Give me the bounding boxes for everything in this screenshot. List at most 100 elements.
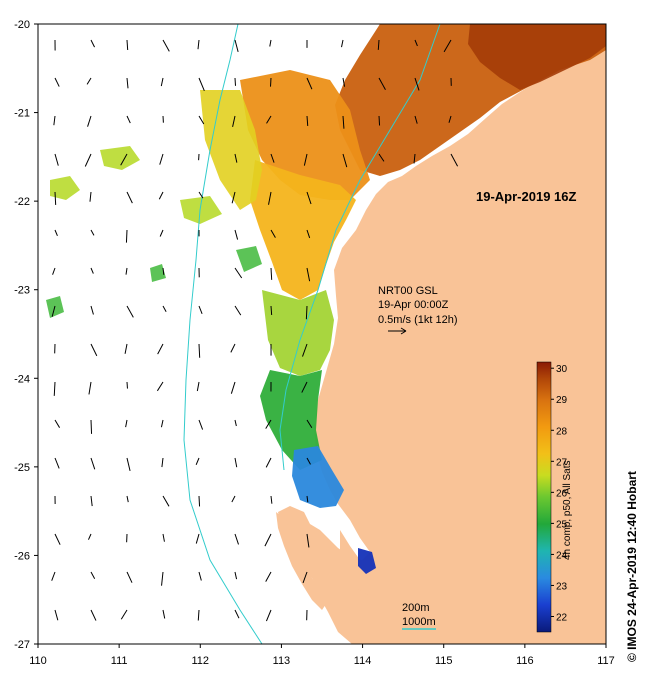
sst-blue [292,446,344,508]
current-vector [126,39,129,51]
current-vector [342,115,345,129]
current-vector [270,495,273,504]
current-vector [270,267,273,280]
current-vector [126,457,131,472]
current-vector [120,609,128,620]
lon-tick-label: 117 [597,655,615,667]
lon-tick-label: 114 [354,655,372,667]
current-vector [265,571,272,582]
current-vector [197,609,200,621]
current-vector [341,39,344,48]
current-vector [269,39,272,47]
colorbar-ticks: 30 29 28 27 26 25 24 23 22 [551,364,568,623]
current-vector [270,153,275,163]
current-vector [90,609,97,621]
current-vector [54,419,61,428]
current-vector [378,115,381,126]
current-vector [234,267,243,279]
current-time-label: 19-Apr 00:00Z [378,299,449,311]
current-vector [125,229,128,243]
current-vector [195,457,200,466]
current-vector [234,305,242,316]
current-vector [414,39,418,47]
current-vector [301,381,308,393]
current-vector [265,609,272,622]
current-vector [120,153,128,166]
colorbar-tick-label: 25 [556,519,568,530]
current-vector [125,267,128,275]
current-vector [413,153,416,164]
current-vector [198,343,201,358]
lat-tick-label: -27 [14,639,30,651]
current-vector [162,495,170,507]
lon-tick-label: 110 [29,655,47,667]
current-vector [157,343,164,355]
current-vector [162,533,165,542]
current-vector [126,191,133,204]
current-vector [51,305,56,317]
current-vector [195,533,200,544]
current-vector [305,305,308,320]
current-vector [231,191,236,204]
current-vector [159,229,164,237]
current-vector [162,305,167,312]
current-vector [125,419,128,428]
colorbar-tick-label: 28 [556,426,568,437]
current-vector [54,191,57,205]
lat-tick-label: -22 [14,196,30,208]
current-vector [306,115,309,126]
current-vector [234,229,239,240]
current-vector [265,457,272,468]
current-vector [87,115,92,127]
sst-lime [262,290,334,376]
colorbar-tick-label: 24 [556,550,568,561]
current-vector [230,381,236,394]
current-vector [443,39,452,53]
current-vector [87,533,92,540]
current-vector [234,153,238,163]
current-vector [198,419,204,430]
sst-deep-blue [358,548,376,574]
current-vector [86,77,92,85]
current-vector [90,229,95,236]
current-vector [53,381,56,396]
current-vectors [51,39,459,622]
current-vector [306,419,313,428]
current-vector [378,77,386,90]
current-vector [90,305,94,315]
current-vector [448,115,452,123]
colorbar-tick-label: 26 [556,488,568,499]
colorbar-tick-label: 29 [556,395,568,406]
land-australia [278,24,606,644]
map-title: 19-Apr-2019 16Z [476,189,576,204]
scale-arrow-icon [388,327,407,335]
current-vector [54,229,58,237]
sst-dark-northeast [468,24,606,90]
current-vector [232,115,236,128]
current-vector [234,419,237,427]
current-vector [231,495,236,503]
current-vector [198,115,205,125]
lon-axis: 110 111 112 113 114 115 116 117 [29,644,615,667]
current-vector [54,153,59,166]
lon-tick-label: 112 [192,655,210,667]
lat-tick-label: -21 [14,108,30,120]
current-vector [306,495,309,503]
sst-scatter-green [46,246,262,318]
current-vector [53,115,56,126]
current-vector [54,77,60,87]
imos-credit: © IMOS 24-Apr-2019 12:40 Hobart [625,471,639,662]
colorbar-tick-label: 27 [556,457,568,468]
current-vector [158,191,164,200]
current-vector [378,153,385,162]
sst-green [260,370,322,470]
current-vector [90,39,95,48]
lat-tick-label: -26 [14,550,30,562]
current-vector [54,609,59,621]
current-vector [126,305,134,318]
depth-legend-200m: 200m [402,602,430,614]
current-vector [198,191,204,199]
current-vector [160,419,164,428]
current-vector [162,609,166,619]
